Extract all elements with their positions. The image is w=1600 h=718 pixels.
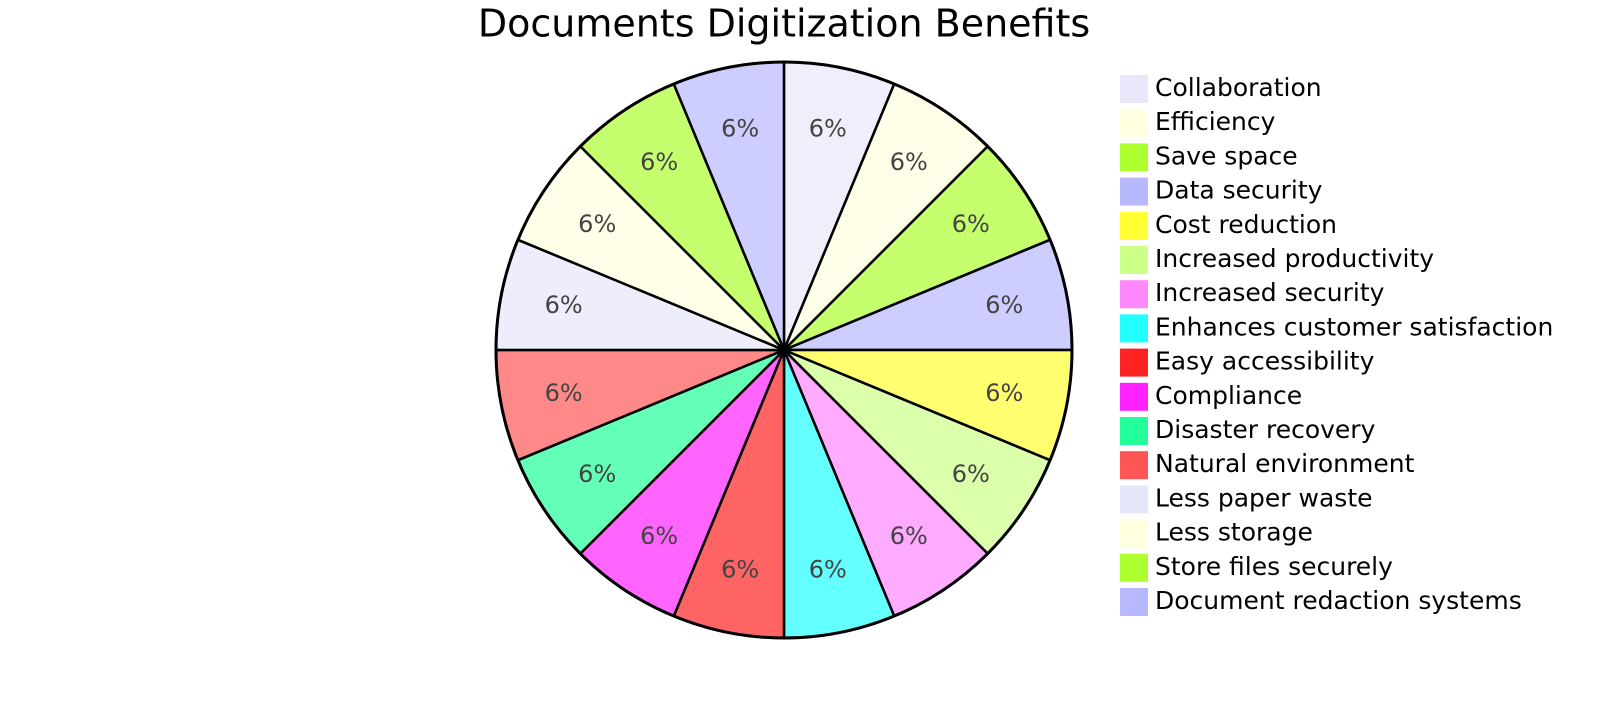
legend-swatch	[1120, 382, 1148, 411]
legend-swatch	[1120, 211, 1148, 240]
legend-label: Increased productivity	[1155, 244, 1434, 273]
legend-label: Disaster recovery	[1155, 415, 1376, 444]
legend-label: Store files securely	[1155, 552, 1393, 581]
legend-swatch	[1120, 588, 1148, 616]
slice-label: 6%	[809, 115, 847, 143]
legend-label: Save space	[1155, 141, 1298, 170]
legend-swatch	[1120, 348, 1148, 377]
slice-label: 6%	[890, 522, 928, 550]
slice-label: 6%	[890, 148, 928, 176]
legend-label: Increased security	[1155, 278, 1385, 307]
legend-swatch	[1120, 451, 1148, 480]
legend-label: Document redaction systems	[1155, 586, 1522, 615]
pie-outline	[494, 60, 1074, 640]
slice-label: 6%	[640, 148, 678, 176]
slice-label: 6%	[640, 522, 678, 550]
legend-label: Easy accessibility	[1155, 347, 1375, 376]
slice-label: 6%	[721, 555, 759, 583]
chart-title: Documents Digitization Benefits	[478, 2, 1090, 46]
legend-swatch	[1120, 75, 1148, 103]
legend-label: Compliance	[1155, 381, 1302, 410]
slice-label: 6%	[545, 379, 583, 407]
legend-label: Cost reduction	[1155, 210, 1337, 239]
legend-swatch	[1120, 143, 1148, 172]
slice-label: 6%	[578, 460, 616, 488]
slice-label: 6%	[721, 115, 759, 143]
legend-label: Natural environment	[1155, 449, 1415, 478]
slice-label: 6%	[952, 460, 990, 488]
slice-label: 6%	[545, 291, 583, 319]
slice-label: 6%	[985, 291, 1023, 319]
legend-swatch	[1120, 109, 1148, 138]
legend-swatch	[1120, 485, 1148, 514]
slice-label: 6%	[952, 210, 990, 238]
legend-label: Collaboration	[1155, 73, 1322, 102]
legend-label: Efficiency	[1155, 107, 1276, 136]
slice-label: 6%	[578, 210, 616, 238]
legend-swatch	[1120, 177, 1148, 206]
legend-swatch	[1120, 314, 1148, 343]
legend-swatch	[1120, 417, 1148, 445]
legend-label: Data security	[1155, 176, 1323, 205]
legend-label: Less paper waste	[1155, 483, 1373, 512]
legend-swatch	[1120, 246, 1148, 274]
slice-label: 6%	[985, 379, 1023, 407]
legend-label: Less storage	[1155, 518, 1313, 547]
legend-swatch	[1120, 553, 1148, 582]
legend-swatch	[1120, 280, 1148, 309]
legend-label: Enhances customer satisfaction	[1155, 312, 1553, 341]
slice-label: 6%	[809, 555, 847, 583]
legend-swatch	[1120, 519, 1148, 548]
